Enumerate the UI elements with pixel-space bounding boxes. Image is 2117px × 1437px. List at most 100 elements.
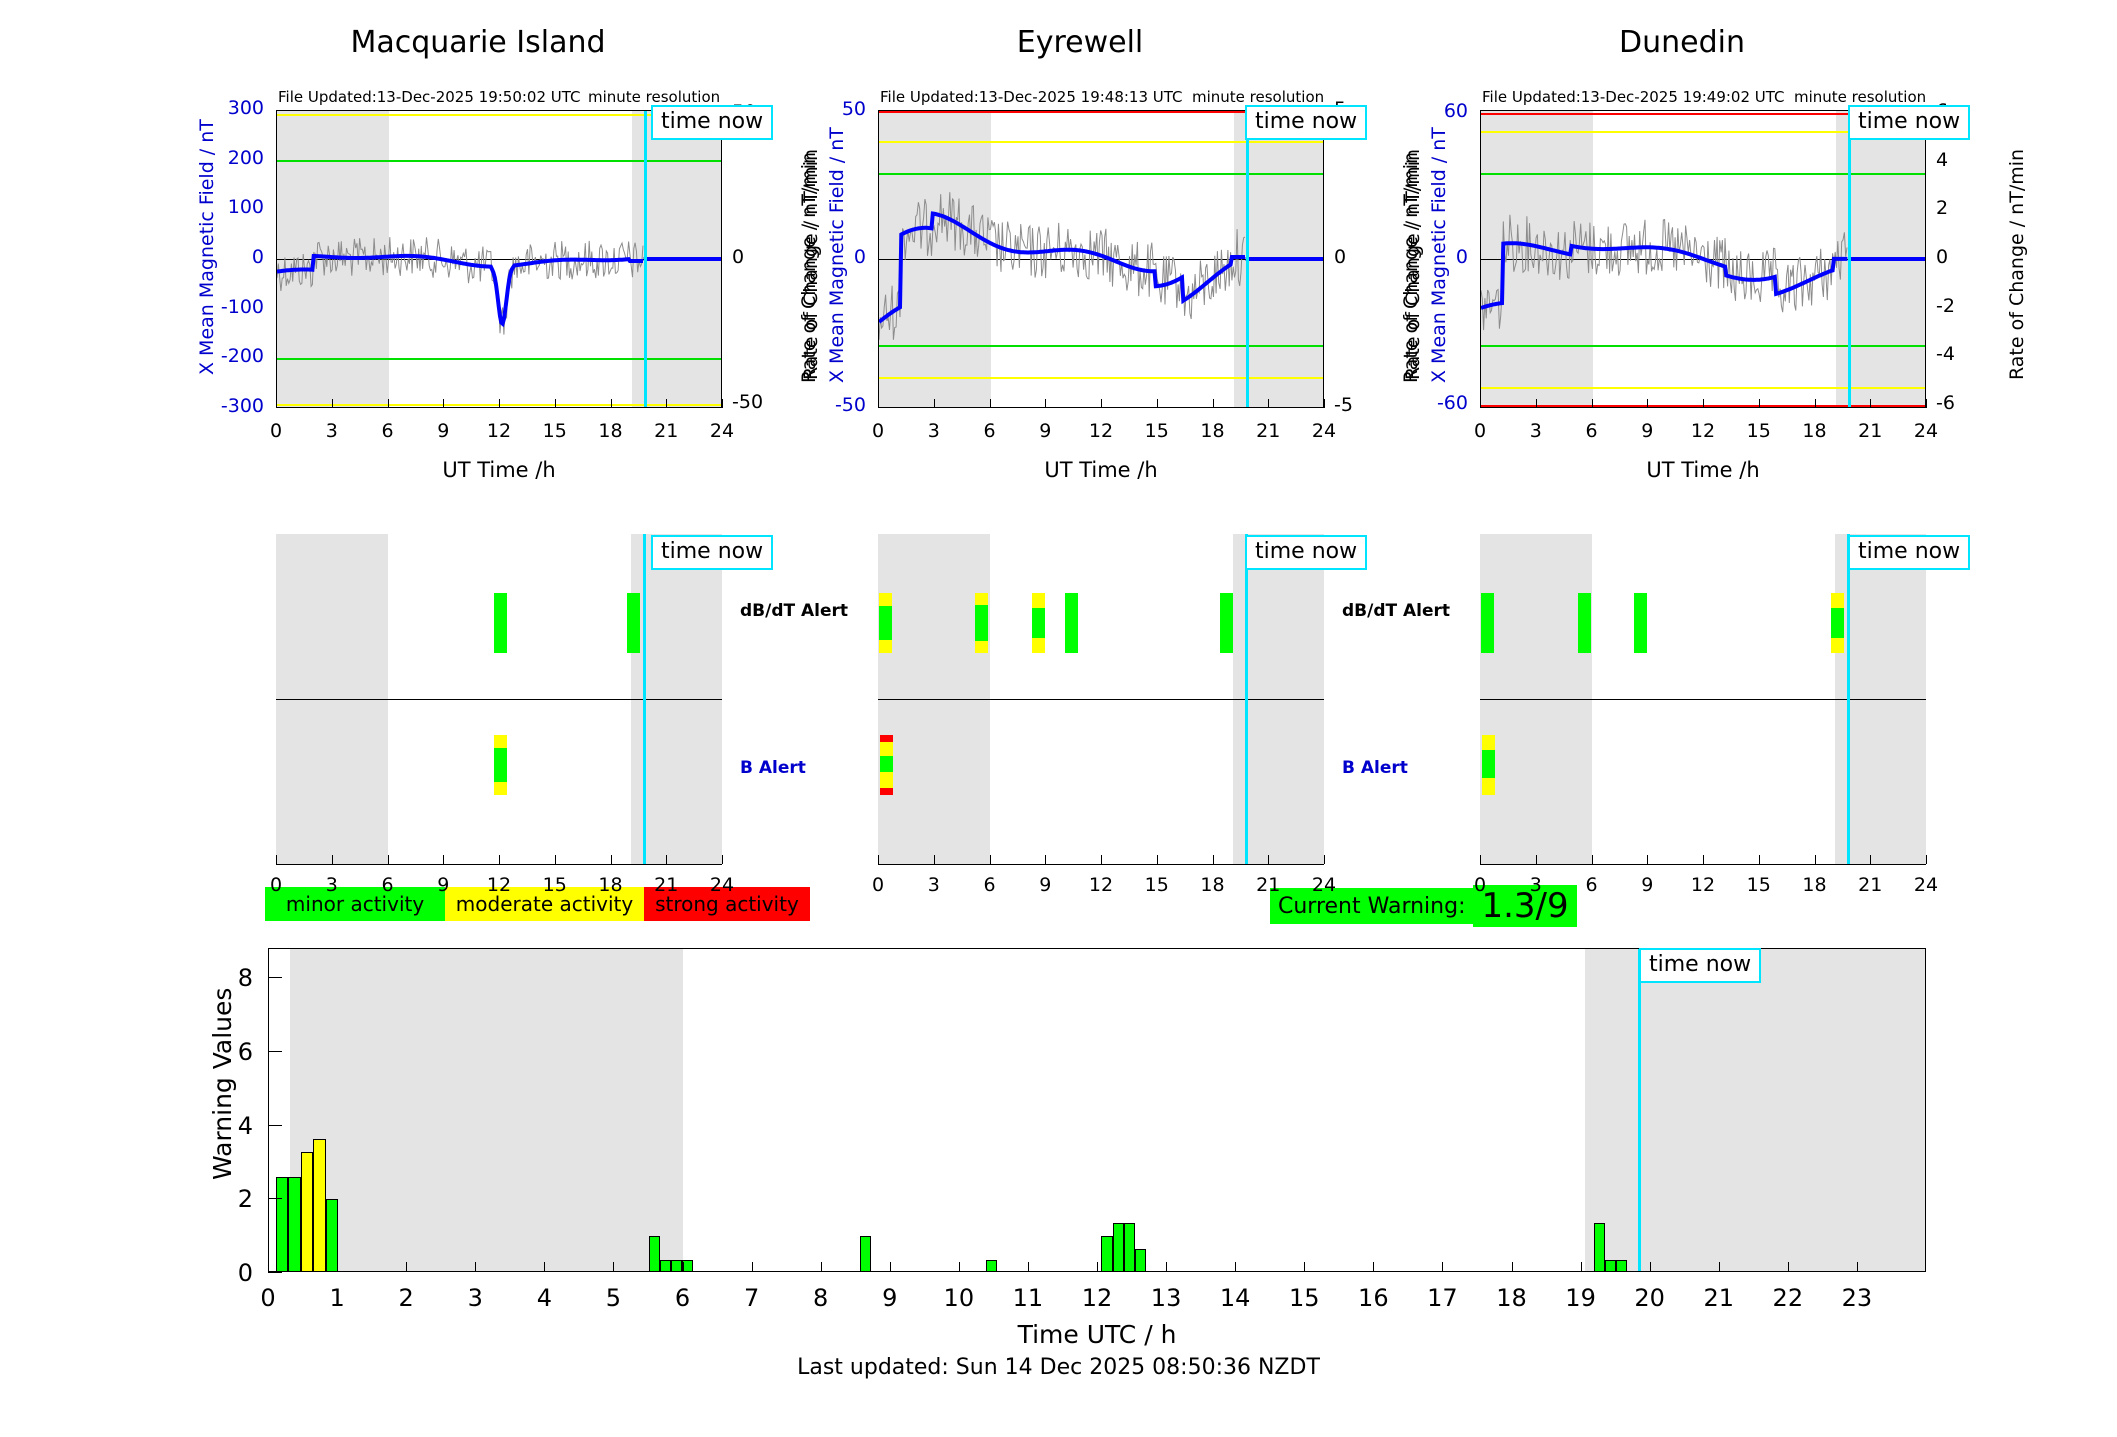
axis-line: [878, 864, 1324, 865]
legend-item-2: strong activity: [643, 887, 810, 921]
x-tick-mark: [1591, 399, 1593, 408]
x-tick-label: 0: [260, 1284, 276, 1312]
x-tick-label: 3: [1529, 420, 1542, 442]
x-tick-label: 18: [1802, 874, 1827, 896]
threshold-line-g: [277, 159, 721, 162]
x-tick-label: 0: [269, 874, 283, 896]
legend-item-0: minor activity: [265, 887, 446, 921]
alert-mark: [1481, 593, 1495, 654]
time-now-line: [1638, 949, 1642, 1271]
magnetogram-plot[interactable]: [1480, 110, 1926, 408]
warning-values-chart[interactable]: [268, 948, 1926, 1272]
x-tick-label: 6: [1585, 420, 1598, 442]
warning-bar: [648, 1236, 660, 1271]
x-tick-mark: [933, 855, 935, 864]
x-tick-mark: [1304, 1262, 1306, 1272]
x-tick-label: 6: [1585, 874, 1598, 896]
warning-bar: [313, 1138, 326, 1271]
x-tick-mark: [1480, 855, 1481, 864]
x-tick-mark: [499, 855, 500, 864]
x-tick-mark: [1027, 1262, 1029, 1272]
time-now-line: [1846, 534, 1850, 864]
warning-bar: [1605, 1260, 1617, 1271]
alert-plot[interactable]: [276, 534, 722, 864]
x-tick-mark: [1097, 1262, 1098, 1272]
x-tick-mark: [613, 1262, 615, 1272]
magnetogram-traces: [1481, 214, 1925, 331]
magnetogram-plot[interactable]: [878, 110, 1324, 408]
x-tick-mark: [475, 1262, 477, 1272]
x-tick-mark: [1156, 855, 1158, 864]
x-tick-mark: [1647, 855, 1649, 864]
threshold-line-r: [879, 111, 1323, 114]
alert-mark: [1633, 593, 1647, 654]
y-tick-mark: [268, 1198, 282, 1200]
warning-bar: [1594, 1223, 1606, 1271]
warning-bar: [275, 1177, 289, 1271]
x-tick-label: 21: [1256, 874, 1281, 896]
x-tick-mark: [1324, 855, 1325, 864]
x-tick-label: 8: [813, 1284, 829, 1312]
time-now-label: time now: [1245, 535, 1368, 571]
x-tick-label: 7: [743, 1284, 760, 1312]
x-tick-label: 14: [1219, 1284, 1251, 1312]
station-title: Macquarie Island: [350, 25, 606, 60]
y-tick-right-label: -4: [1936, 343, 1955, 366]
x-tick-label: 0: [1473, 420, 1487, 442]
legend-item-1: moderate activity: [445, 887, 644, 921]
x-tick-label: 9: [882, 1284, 898, 1312]
x-tick-mark: [1480, 399, 1481, 408]
x-tick-label: 6: [674, 1284, 691, 1312]
current-warning: Current Warning: 1.3/9: [1270, 885, 1577, 927]
x-tick-mark: [1926, 855, 1927, 864]
time-now-line: [1244, 534, 1248, 864]
last-updated-footer: Last updated: Sun 14 Dec 2025 08:50:36 N…: [797, 1355, 1320, 1380]
y-tick-mark: [268, 977, 282, 979]
x-tick-mark: [682, 1262, 684, 1272]
x-tick-mark: [331, 399, 333, 408]
x-tick-mark: [1758, 855, 1760, 864]
time-now-line: [643, 111, 647, 407]
x-tick-mark: [1045, 855, 1047, 864]
alert-mark: [1830, 608, 1844, 639]
resolution-label: minute resolution: [588, 88, 721, 106]
alert-mark: [879, 742, 893, 756]
x-tick-label: 24: [709, 420, 735, 442]
warning-bar: [325, 1199, 339, 1271]
x-tick-mark: [1856, 1262, 1858, 1272]
x-tick-label: 13: [1150, 1284, 1182, 1312]
x-tick-mark: [1703, 855, 1704, 864]
y-tick-label: 100: [227, 196, 264, 219]
x-tick-mark: [610, 399, 612, 408]
time-now-label: time now: [651, 535, 774, 571]
alert-plot[interactable]: [1480, 534, 1926, 864]
x-tick-label: 21: [654, 874, 679, 896]
warning-bar: [288, 1177, 301, 1271]
x-tick-mark: [1373, 1262, 1375, 1272]
alert-mark: [975, 593, 989, 606]
y-tick-mark: [268, 1124, 282, 1126]
file-updated-text: File Updated:13-Dec-2025 19:49:02 UTC: [1482, 88, 1785, 106]
x-tick-label: 19: [1565, 1284, 1596, 1312]
night-shading: [289, 949, 684, 1271]
alert-mark: [493, 748, 507, 782]
magnetogram-plot[interactable]: [276, 110, 722, 408]
x-tick-mark: [1703, 399, 1704, 408]
alert-plot[interactable]: [878, 534, 1324, 864]
warning-chart-x-label: Time UTC / h: [1017, 1320, 1177, 1349]
x-tick-label: 23: [1841, 1284, 1873, 1312]
warning-bar: [986, 1260, 998, 1271]
time-now-label: time now: [1848, 105, 1971, 141]
x-tick-label: 24: [1913, 420, 1939, 442]
x-tick-label: 12: [1081, 1284, 1113, 1312]
x-tick-mark: [958, 1262, 960, 1272]
alert-mark: [1031, 638, 1045, 654]
x-tick-label: 6: [381, 874, 394, 896]
x-tick-mark: [337, 1262, 339, 1272]
file-updated-text: File Updated:13-Dec-2025 19:50:02 UTC: [278, 88, 581, 106]
x-tick-mark: [554, 855, 556, 864]
threshold-line-g: [1481, 345, 1925, 348]
b-alert-label: B Alert: [1342, 758, 1408, 778]
x-tick-label: 9: [1039, 420, 1052, 442]
x-tick-label: 11: [1012, 1284, 1044, 1312]
